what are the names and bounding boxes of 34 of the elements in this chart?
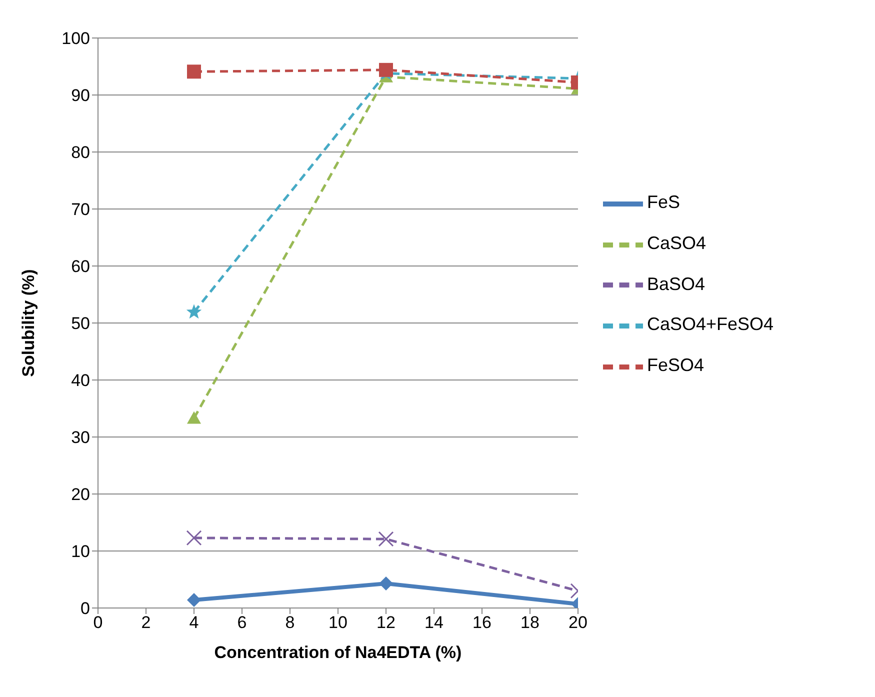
point	[187, 64, 201, 79]
x-tick-label: 6	[237, 613, 247, 632]
y-tick-label: 10	[71, 542, 90, 562]
x-tick-label: 18	[520, 613, 540, 632]
x-tick-label: 0	[93, 613, 103, 632]
x-tick-label: 4	[189, 613, 199, 632]
x-tick-label: 16	[472, 613, 492, 632]
y-tick-label: 50	[71, 314, 90, 334]
x-tick-label: 20	[568, 613, 588, 632]
y-tick-label: 70	[71, 200, 90, 220]
y-tick-label: 30	[71, 428, 90, 448]
y-tick-label: 0	[80, 599, 90, 618]
x-tick-label: 12	[376, 613, 396, 632]
y-tick-label: 80	[71, 143, 90, 162]
legend-label: CaSO4+FeSO4	[647, 314, 774, 334]
legend-label: CaSO4	[647, 232, 706, 253]
point	[187, 411, 201, 424]
y-tick-label: 40	[71, 371, 90, 390]
legend-label: FeSO4	[647, 355, 704, 376]
legend-label: FeS	[647, 192, 680, 212]
point	[186, 530, 202, 546]
y-tick-label: 100	[62, 29, 90, 48]
y-axis-title: Solubility (%)	[19, 269, 38, 377]
x-axis-title: Concentration of Na4EDTA (%)	[214, 643, 462, 662]
x-tick-label: 8	[285, 613, 295, 632]
x-tick-label: 10	[328, 613, 348, 632]
legend-label: BaSO4	[647, 274, 706, 294]
y-tick-label: 90	[71, 86, 90, 106]
point	[187, 593, 201, 608]
x-tick-label: 14	[424, 613, 444, 632]
x-tick-label: 2	[141, 613, 151, 632]
point	[186, 304, 202, 319]
y-tick-label: 60	[71, 257, 90, 276]
y-tick-label: 20	[71, 485, 90, 504]
